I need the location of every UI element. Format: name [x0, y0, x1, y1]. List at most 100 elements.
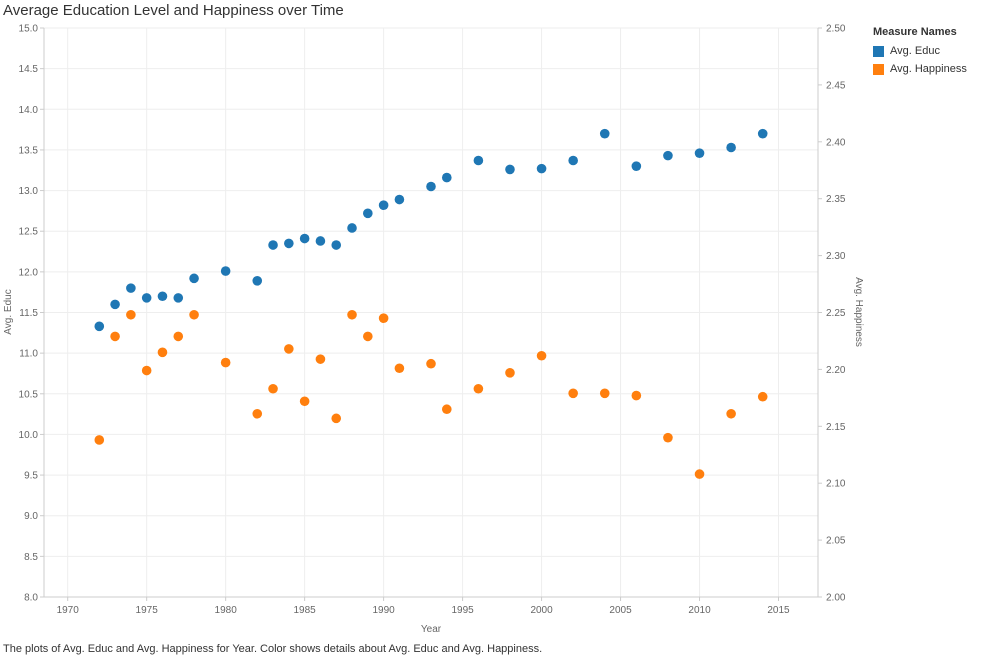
y-tick-label-left: 10.0 [19, 430, 39, 441]
educ-point [378, 200, 389, 211]
y-tick-label-right: 2.15 [826, 422, 846, 433]
happiness-point [141, 365, 152, 376]
happiness-point [173, 331, 184, 342]
happiness-point [599, 388, 610, 399]
happiness-point [110, 331, 120, 342]
happiness-point [252, 408, 263, 419]
happiness-point [315, 354, 326, 364]
y-tick-label-right: 2.45 [826, 80, 846, 91]
educ-point [757, 128, 768, 139]
educ-point [252, 275, 263, 286]
happiness-point [726, 408, 736, 419]
y-tick-label-left: 8.0 [24, 593, 38, 604]
educ-point [363, 208, 373, 219]
chart-marks [94, 128, 768, 479]
happiness-point [363, 331, 373, 342]
y-tick-label-left: 8.5 [24, 552, 38, 563]
x-tick-label: 1985 [294, 605, 317, 616]
chart-title: Average Education Level and Happiness ov… [3, 2, 344, 19]
happiness-point [568, 388, 578, 399]
educ-point [157, 291, 168, 302]
happiness-point [94, 435, 105, 445]
y-tick-label-left: 12.5 [19, 227, 39, 238]
y-tick-label-left: 14.5 [19, 64, 39, 75]
x-tick-label: 2015 [767, 605, 790, 616]
educ-point [473, 155, 484, 166]
happiness-point [694, 469, 705, 479]
legend-title: Measure Names [873, 26, 957, 38]
chart-caption: The plots of Avg. Educ and Avg. Happines… [3, 643, 543, 655]
happiness-point [536, 350, 547, 361]
axes: 8.0 8.5 9.0 9.5 10.0 10.5 11.0 11.5 12.0 12.5 13.0… [19, 24, 846, 617]
x-axis-label: Year [421, 624, 442, 635]
happiness-point [284, 344, 294, 354]
x-tick-label: 1980 [215, 605, 238, 616]
happiness-point [157, 347, 168, 358]
y-tick-label-left: 9.0 [24, 511, 38, 522]
happiness-point [441, 404, 452, 415]
educ-point [631, 161, 642, 171]
y-tick-label-right: 2.20 [826, 365, 846, 376]
legend-label: Avg. Educ [890, 45, 940, 57]
y-tick-label-left: 13.0 [19, 186, 39, 197]
y-tick-label-right: 2.35 [826, 194, 846, 205]
y-tick-label-right: 2.25 [826, 308, 846, 319]
happiness-point [505, 368, 515, 378]
educ-point [299, 233, 310, 244]
educ-point [141, 293, 152, 303]
y-tick-label-right: 2.05 [826, 536, 846, 547]
legend-item-avg-happiness[interactable]: Avg. Happiness [873, 60, 967, 78]
happiness-point [631, 390, 642, 401]
happiness-point [757, 391, 768, 402]
educ-point [284, 238, 294, 249]
happiness-point [331, 413, 342, 424]
educ-point [110, 299, 120, 310]
happiness-point [189, 309, 199, 320]
educ-point [441, 172, 452, 183]
y-tick-label-right: 2.30 [826, 251, 846, 262]
happiness-point [347, 309, 357, 320]
gridlines [44, 27, 818, 598]
y-tick-label-right: 2.00 [826, 593, 846, 604]
happiness-point [663, 432, 673, 443]
y-tick-label-left: 10.5 [19, 389, 39, 400]
y-tick-label-left: 9.5 [24, 471, 38, 482]
x-tick-label: 2005 [609, 605, 632, 616]
happiness-point [378, 313, 389, 323]
y-tick-label-left: 11.5 [19, 308, 38, 319]
legend-swatch [873, 63, 884, 75]
educ-point [536, 163, 547, 174]
y-tick-label-right: 2.40 [826, 137, 846, 148]
legend-item-avg-educ[interactable]: Avg. Educ [873, 42, 967, 60]
educ-point [663, 150, 673, 161]
educ-point [394, 194, 405, 205]
educ-point [599, 128, 610, 139]
x-tick-label: 1970 [57, 605, 80, 616]
educ-point [220, 266, 231, 276]
happiness-point [299, 396, 310, 407]
legend-label: Avg. Happiness [890, 63, 967, 75]
happiness-point [126, 309, 136, 320]
y-tick-label-right: 2.50 [826, 24, 846, 35]
x-tick-label: 1990 [372, 605, 395, 616]
x-tick-label: 2000 [530, 605, 553, 616]
y-tick-label-left: 15.0 [19, 24, 39, 35]
educ-point [94, 321, 105, 332]
happiness-point [394, 363, 405, 374]
educ-point [331, 240, 342, 250]
happiness-point [220, 357, 231, 368]
y-tick-label-left: 14.0 [19, 105, 39, 116]
chart: 8.0 8.5 9.0 9.5 10.0 10.5 11.0 11.5 12.0 12.5 13.0… [3, 24, 864, 636]
educ-point [189, 273, 199, 284]
y-tick-label-right: 2.10 [826, 479, 846, 490]
happiness-point [473, 383, 484, 394]
y-axis-label-right: Avg. Happiness [853, 277, 864, 347]
happiness-point [426, 358, 436, 369]
educ-point [694, 148, 705, 158]
y-tick-label-left: 13.5 [19, 145, 39, 156]
x-tick-label: 2010 [688, 605, 711, 616]
educ-point [568, 155, 578, 166]
legend-swatch [873, 45, 884, 57]
educ-point [268, 240, 278, 250]
legend: Measure Names Avg. Educ Avg. Happiness [873, 26, 967, 78]
